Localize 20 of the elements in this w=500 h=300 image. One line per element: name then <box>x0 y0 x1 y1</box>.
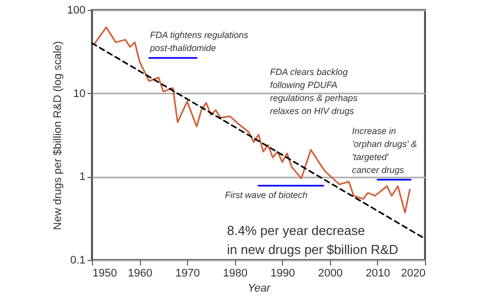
annotation: FDA clears backlog following PDUFA regulations & perhaps relaxes on HIV drugs <box>270 67 358 116</box>
y-tick-label: 0.1 <box>70 254 86 266</box>
x-tick-label: 2000 <box>318 268 343 280</box>
y-tick-label: 1 <box>79 171 86 184</box>
x-tick-label: 2020 <box>401 268 426 280</box>
x-tick-label: 1960 <box>128 268 152 280</box>
y-tick-label: 100 <box>67 4 86 16</box>
annotation: FDA tightens regulations post-thalidomide <box>149 30 249 53</box>
x-tick-label: 1950 <box>92 268 117 280</box>
annotation: Increase in 'orphan drugs' & 'targeted' cancer drugs <box>352 126 417 175</box>
x-tick-label: 1970 <box>175 268 200 280</box>
x-axis-title: Year <box>248 282 272 294</box>
line-series <box>94 26 411 214</box>
x-tick-label: 1990 <box>270 268 296 280</box>
x-tick-label: 2010 <box>366 268 390 280</box>
y-axis-title: New drugs per $billion R&D (log scale) <box>52 41 64 230</box>
x-tick-label: 1980 <box>222 268 248 280</box>
annotation: 8.4% per year decrease in new drugs per $billion R&D <box>227 223 398 257</box>
y-tick-label: 10 <box>73 88 86 100</box>
annotation: First wave of biotech <box>225 190 308 200</box>
